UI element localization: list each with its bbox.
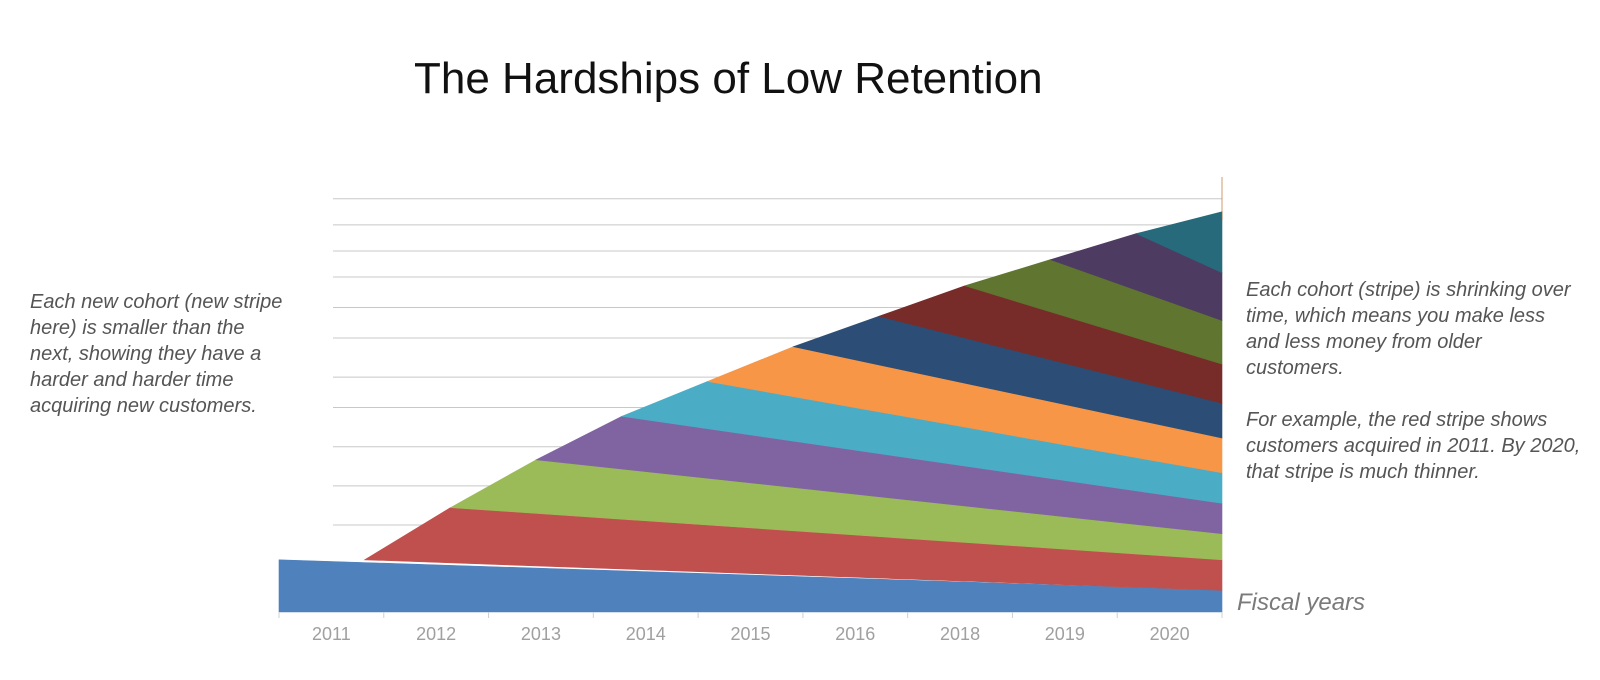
x-tick-label: 2018	[940, 624, 980, 644]
right-annotation: Each cohort (stripe) is shrinking over t…	[1246, 277, 1581, 485]
x-tick-label: 2011	[312, 624, 351, 644]
x-tick-label: 2013	[521, 624, 561, 644]
x-tick-label: 2015	[730, 624, 770, 644]
x-tick-label: 2016	[835, 624, 875, 644]
x-axis-title: Fiscal years	[1237, 589, 1366, 616]
cohort-stripes	[278, 177, 1223, 613]
x-tick-label: 2019	[1045, 624, 1085, 644]
x-axis: 2011 2012 2013 2014 2015 2016 2018 2019 2020	[278, 612, 1223, 644]
x-tick-label: 2014	[626, 624, 666, 644]
right-annotation-paragraph-1: Each cohort (stripe) is shrinking over t…	[1246, 279, 1571, 379]
page-title: The Hardships of Low Retention	[414, 54, 1043, 103]
x-tick-label: 2012	[416, 624, 456, 644]
left-annotation: Each new cohort (new stripe here) is sma…	[30, 291, 283, 417]
x-tick-label: 2020	[1150, 624, 1190, 644]
right-annotation-paragraph-2: For example, the red stripe shows custom…	[1246, 409, 1581, 483]
